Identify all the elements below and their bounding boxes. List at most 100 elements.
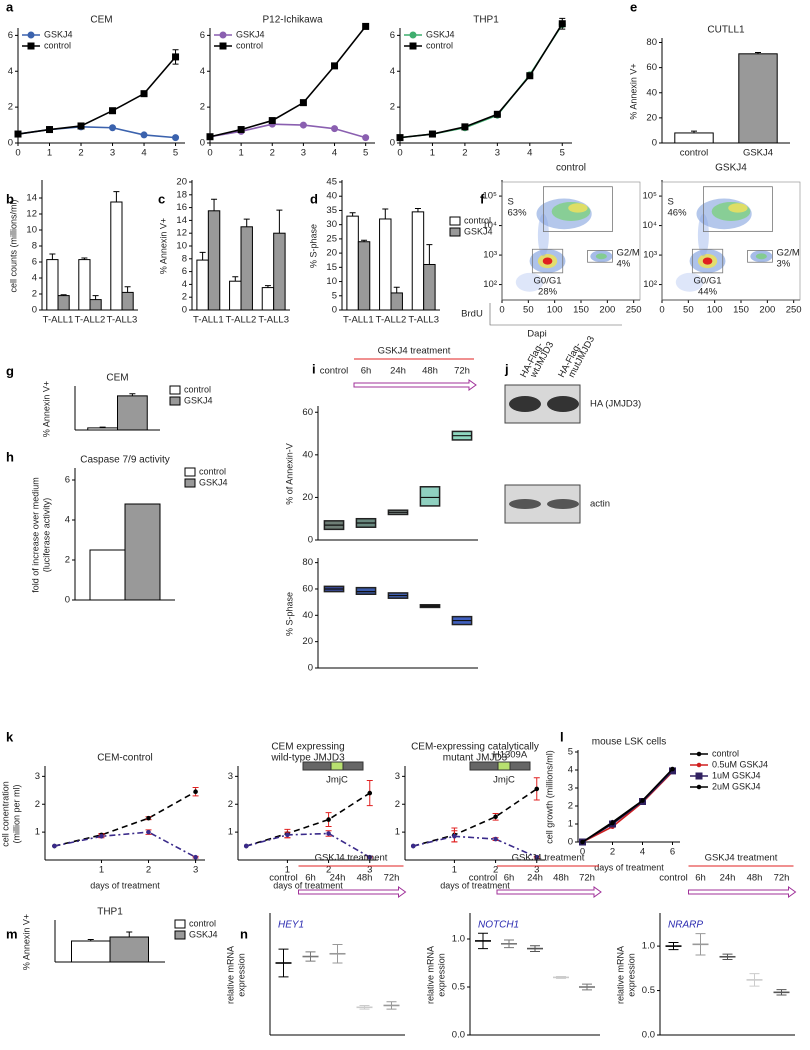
legend-marker	[696, 751, 702, 757]
y-axis-label: expression	[436, 953, 446, 997]
gate-percent: 3%	[777, 258, 791, 269]
data-point	[77, 122, 85, 130]
y-tick-label: 20	[302, 492, 313, 503]
y-axis-label: expression	[236, 953, 246, 997]
y-tick-label: 40	[302, 610, 313, 621]
band-label: HA (JMJD3)	[590, 399, 641, 410]
panel-letter: j	[504, 361, 509, 376]
box	[419, 486, 441, 507]
y-tick-label: 10³	[483, 250, 497, 261]
data-point	[410, 843, 416, 849]
y-tick-label: 0.5	[642, 985, 655, 996]
treatment-arrow	[298, 886, 407, 898]
chart-title: P12-Ichikawa	[262, 15, 322, 26]
legend-label: control	[44, 40, 71, 50]
gate	[587, 250, 613, 263]
y-tick-label: 0	[332, 305, 337, 316]
x-tick-label: 250	[626, 305, 642, 316]
error-bar	[414, 207, 421, 212]
y-axis-label: % S-phase	[308, 224, 318, 268]
error-bar	[305, 951, 316, 962]
y-axis-label: % Annexin V+	[21, 914, 31, 970]
chart-title: mutant JMJD3	[443, 753, 508, 764]
chart-title: CEM-control	[97, 753, 153, 764]
chart-title: control	[556, 163, 586, 174]
y-tick-label: 0	[308, 663, 313, 674]
y-tick-label: 4	[65, 515, 70, 526]
domain-label: JmjC	[326, 775, 348, 786]
x-axis-label: days of treatment	[594, 862, 664, 872]
y-tick-label: 2	[228, 799, 233, 810]
y-tick-label: 0	[65, 595, 70, 606]
blot-band	[509, 396, 541, 412]
error-bar	[332, 944, 343, 964]
gate	[747, 250, 773, 263]
chart-title: GSKJ4	[715, 163, 747, 174]
y-tick-label: 30	[326, 219, 337, 230]
data-point	[193, 789, 198, 794]
legend-marker	[27, 42, 35, 50]
error-bar	[776, 989, 787, 996]
y-tick-label: 60	[302, 407, 313, 418]
error-bar	[393, 286, 400, 293]
data-point	[268, 117, 276, 125]
bar	[57, 295, 70, 311]
y-tick-label: 15	[326, 262, 337, 273]
panel-letter: i	[312, 361, 316, 376]
box	[355, 586, 377, 595]
data-point	[140, 90, 148, 98]
blot-band	[509, 499, 541, 509]
x-axis-label: Dapi	[527, 329, 547, 340]
x-tick-label: 4	[640, 847, 645, 858]
panel-letter: b	[6, 191, 14, 206]
y-tick-label: 2	[32, 289, 37, 300]
data-point	[109, 124, 117, 132]
x-tick-label: 2	[493, 865, 498, 876]
treatment-label: GSKJ4 treatment	[315, 853, 388, 864]
panel-letter: a	[6, 0, 14, 14]
x-tick-label: T-ALL3	[408, 315, 439, 326]
y-tick-label: 2	[200, 102, 205, 113]
x-tick-label: T-ALL1	[193, 315, 224, 326]
header-label: 72h	[454, 366, 470, 377]
x-tick-label: 250	[786, 305, 802, 316]
gene-label: HEY1	[278, 920, 304, 931]
y-tick-label: 60	[302, 583, 313, 594]
error-bar	[99, 426, 106, 428]
y-tick-label: 1	[228, 827, 233, 838]
y-tick-label: 0	[308, 535, 313, 546]
error-bar	[113, 191, 120, 202]
y-tick-label: 3	[35, 771, 40, 782]
error-bar	[426, 244, 433, 265]
bar	[261, 287, 275, 311]
domain-label: JmjC	[493, 775, 515, 786]
data-point	[326, 831, 331, 836]
y-tick-label: 20	[326, 248, 337, 259]
y-axis-label: relative mRNA	[615, 946, 625, 1004]
error-bar	[49, 253, 56, 260]
y-tick-label: 0	[568, 837, 573, 848]
y-axis-label: % of Annexin-V	[284, 443, 294, 505]
gene-label: NRARP	[668, 920, 703, 931]
series-line	[17, 126, 176, 139]
error-bar	[92, 295, 99, 300]
error-bar	[126, 931, 133, 937]
y-tick-label: 4	[200, 66, 205, 77]
y-tick-label: 3	[568, 783, 573, 794]
gate	[703, 186, 773, 232]
gate-percent: 46%	[668, 208, 688, 219]
error-bar	[504, 939, 514, 949]
x-tick-label: 150	[573, 305, 589, 316]
y-axis-label: (million per ml)	[11, 784, 21, 843]
x-tick-label: 2	[462, 148, 467, 159]
x-tick-label: 5	[173, 148, 178, 159]
x-tick-label: 1	[285, 865, 290, 876]
error-bar	[695, 933, 706, 956]
y-tick-label: 4	[182, 279, 187, 290]
x-tick-label: 0	[397, 148, 402, 159]
legend-swatch	[449, 227, 461, 237]
series-line	[209, 25, 367, 138]
x-tick-label: 4	[527, 148, 532, 159]
x-tick-label: 5	[560, 148, 565, 159]
data-point	[331, 125, 339, 133]
